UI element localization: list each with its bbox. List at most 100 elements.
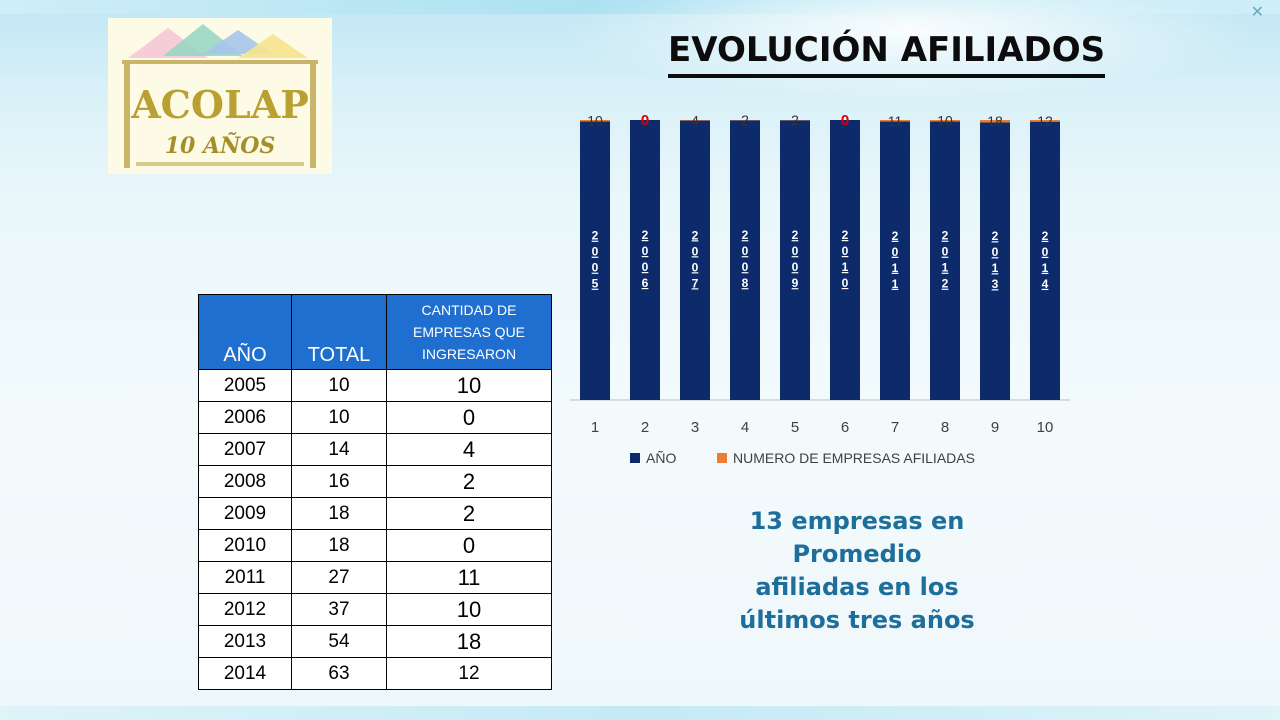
year-data-label: 2009 [792, 228, 799, 290]
x-tick-label: 5 [791, 419, 799, 436]
year-cell: 2006 [198, 401, 292, 434]
year-digit: 2 [1042, 229, 1049, 243]
acolap-logo: ACOLAP 10 AÑOS [108, 18, 332, 174]
bar-segment-affiliates [930, 120, 960, 122]
year-digit: 3 [992, 277, 999, 291]
year-data-label: 2012 [942, 229, 949, 291]
bar-segment-year [880, 121, 910, 400]
joined-cell: 4 [386, 433, 552, 466]
year-digit: 1 [1042, 261, 1049, 275]
year-digit: 0 [992, 245, 999, 259]
joined-cell: 10 [386, 593, 552, 626]
year-digit: 0 [642, 260, 649, 274]
joined-cell: 10 [386, 369, 552, 402]
year-digit: 2 [842, 228, 849, 242]
joined-cell: 18 [386, 625, 552, 658]
slide-title: EVOLUCIÓN AFILIADOS [668, 28, 1106, 78]
legend-swatch-year [630, 453, 640, 463]
joined-cell: 2 [386, 497, 552, 530]
x-tick-label: 8 [941, 419, 949, 436]
year-digit: 7 [692, 276, 699, 290]
year-digit: 4 [1042, 277, 1049, 291]
bar-segment-year [730, 120, 760, 400]
bar-segment-affiliates [580, 120, 610, 122]
total-cell: 27 [291, 561, 387, 594]
close-icon: ✕ [1250, 4, 1264, 21]
year-digit: 0 [692, 244, 699, 258]
note-line: Promedio [792, 540, 922, 568]
bar-segment-year [980, 122, 1010, 400]
year-cell: 2013 [198, 625, 292, 658]
year-digit: 2 [592, 229, 599, 243]
year-digit: 0 [842, 276, 849, 290]
total-cell: 10 [291, 401, 387, 434]
total-cell: 63 [291, 657, 387, 690]
table-row: 2010 18 0 [198, 529, 552, 562]
year-data-label: 2014 [1042, 229, 1049, 291]
year-data-label: 2008 [742, 228, 749, 290]
joined-cell: 0 [386, 401, 552, 434]
year-data-label: 2011 [892, 229, 899, 291]
affiliates-data-label: 2 [741, 112, 749, 128]
bar-segment-year [1030, 121, 1060, 400]
year-digit: 5 [592, 277, 599, 291]
joined-cell: 2 [386, 465, 552, 498]
year-cell: 2014 [198, 657, 292, 690]
year-digit: 0 [942, 245, 949, 259]
bar-segment-affiliates [680, 120, 710, 121]
logo-subtext: 10 AÑOS [165, 132, 276, 159]
year-digit: 2 [792, 228, 799, 242]
affiliates-data-label: 18 [987, 113, 1003, 129]
year-digit: 2 [992, 229, 999, 243]
year-digit: 1 [992, 261, 999, 275]
table-row: 2011 27 11 [198, 561, 552, 594]
year-data-label: 2006 [642, 228, 649, 290]
affiliates-data-label: 10 [937, 113, 953, 129]
note-line: 13 empresas en [749, 507, 965, 535]
year-digit: 0 [592, 245, 599, 259]
legend-label-affiliates: NUMERO DE EMPRESAS AFILIADAS [733, 450, 975, 466]
header-year: AÑO [198, 294, 292, 370]
affiliates-data-label: 0 [641, 112, 649, 129]
year-digit: 0 [842, 244, 849, 258]
affiliates-data-label: 4 [691, 112, 699, 128]
year-digit: 2 [942, 277, 949, 291]
table-row: 2007 14 4 [198, 433, 552, 466]
year-digit: 2 [692, 228, 699, 242]
total-cell: 18 [291, 529, 387, 562]
year-digit: 0 [1042, 245, 1049, 259]
bar-segment-year [830, 120, 860, 400]
table-body: 2005 10 10 2006 10 0 2007 14 4 2008 16 2 2009 18 2 2010… [198, 369, 552, 690]
year-digit: 2 [742, 228, 749, 242]
stacked-bar-chart: 2005101200602200743200824200925201006201… [570, 112, 1070, 466]
year-data-label: 2007 [692, 228, 699, 290]
affiliates-data-label: 0 [841, 112, 849, 129]
year-cell: 2010 [198, 529, 292, 562]
x-tick-label: 7 [891, 419, 899, 436]
table-row: 2012 37 10 [198, 593, 552, 626]
table-row: 2008 16 2 [198, 465, 552, 498]
table-row: 2005 10 10 [198, 369, 552, 402]
bar-segment-year [780, 120, 810, 400]
bar-segment-year [580, 121, 610, 400]
x-tick-label: 4 [741, 419, 749, 436]
year-digit: 0 [742, 244, 749, 258]
x-tick-label: 9 [991, 419, 999, 436]
x-tick-label: 3 [691, 419, 699, 436]
table-row: 2014 63 12 [198, 657, 552, 690]
table-header-row: AÑO TOTAL CANTIDAD DE EMPRESAS QUE INGRE… [198, 294, 552, 370]
year-cell: 2012 [198, 593, 292, 626]
year-digit: 0 [592, 261, 599, 275]
year-digit: 0 [692, 260, 699, 274]
affiliates-data-label: 11 [888, 113, 903, 129]
year-cell: 2009 [198, 497, 292, 530]
year-digit: 2 [942, 229, 949, 243]
header-total: TOTAL [291, 294, 387, 370]
year-cell: 2005 [198, 369, 292, 402]
year-data-label: 2005 [592, 229, 599, 291]
table-row: 2009 18 2 [198, 497, 552, 530]
affiliates-table: AÑO TOTAL CANTIDAD DE EMPRESAS QUE INGRE… [198, 294, 552, 690]
joined-cell: 0 [386, 529, 552, 562]
total-cell: 16 [291, 465, 387, 498]
total-cell: 37 [291, 593, 387, 626]
